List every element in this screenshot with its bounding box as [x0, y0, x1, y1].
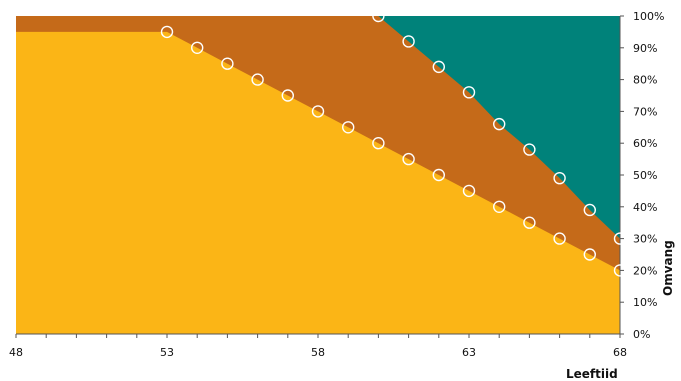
middle-series-marker: [432, 60, 445, 74]
bottom-series-marker: [402, 152, 415, 166]
middle-series-marker: [553, 171, 566, 185]
x-tick-label: 63: [462, 346, 476, 359]
bottom-series-marker: [251, 73, 264, 86]
bottom-series-marker: [462, 184, 476, 198]
area-layer: [16, 16, 620, 335]
y-tick-label: 60%: [633, 137, 657, 150]
y-tick-label: 100%: [633, 10, 664, 23]
y-tick-label: 50%: [633, 169, 657, 182]
bottom-series-marker: [311, 105, 325, 118]
y-tick-label: 40%: [633, 201, 657, 214]
middle-series-marker: [613, 232, 627, 245]
axes-layer: 48 53 58 63 68 0% 10% 20% 30% 40% 50% 60% 70% 80% 90% 1…: [9, 10, 664, 359]
middle-series-marker: [402, 35, 415, 48]
y-tick-label: 20%: [633, 264, 657, 277]
y-tick-label: 90%: [633, 42, 657, 55]
middle-series-marker: [462, 86, 476, 99]
x-axis-title: Leeftiid: [566, 367, 618, 381]
middle-series-marker: [372, 9, 385, 23]
bottom-series-marker: [553, 232, 566, 245]
y-tick-label: 70%: [633, 105, 657, 118]
area-bottom-band: [16, 31, 620, 335]
bottom-series-marker: [190, 41, 204, 54]
bottom-series-marker: [160, 25, 174, 39]
bottom-series-marker: [221, 57, 234, 70]
middle-series-marker: [523, 143, 536, 156]
bottom-series-marker: [583, 248, 596, 261]
x-tick-label: 58: [311, 346, 325, 359]
x-tick-label: 68: [613, 346, 627, 359]
bottom-series-marker: [372, 136, 385, 150]
marker-layer: [160, 9, 627, 277]
bottom-series-marker: [342, 121, 355, 134]
x-tick-label: 53: [160, 346, 174, 359]
y-axis-title: Omvang: [661, 240, 675, 296]
bottom-series-marker: [523, 216, 536, 229]
bottom-series-marker: [493, 200, 506, 214]
middle-series-marker: [493, 117, 506, 131]
y-tick-label: 30%: [633, 233, 657, 246]
y-tick-label: 0%: [633, 328, 650, 341]
bottom-series-marker: [613, 264, 627, 277]
bottom-series-marker: [432, 168, 445, 182]
x-tick-label: 48: [9, 346, 23, 359]
bottom-series-marker: [281, 89, 294, 102]
y-tick-label: 10%: [633, 296, 657, 309]
middle-series-marker: [583, 203, 596, 217]
y-tick-label: 80%: [633, 74, 657, 87]
